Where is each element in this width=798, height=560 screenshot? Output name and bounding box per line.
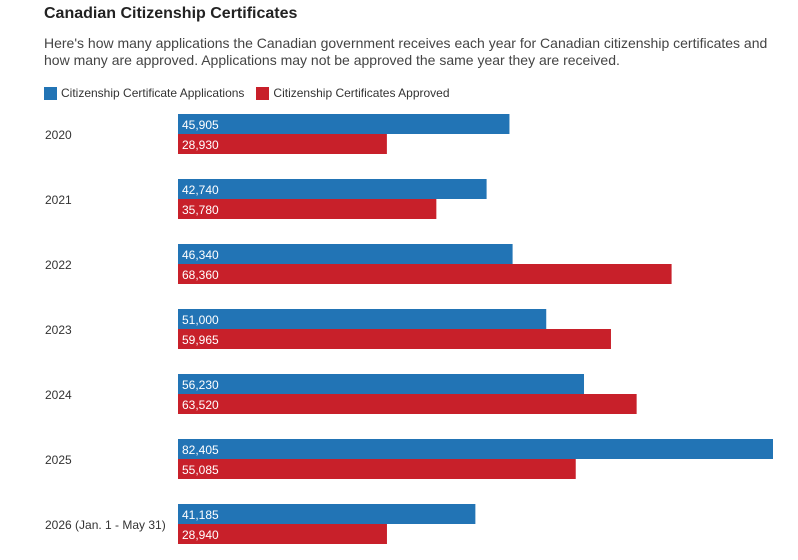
bar-approved bbox=[178, 524, 387, 544]
legend-swatch-approved bbox=[256, 86, 270, 100]
bar-value-label: 56,230 bbox=[182, 378, 219, 392]
bar-value-label: 46,340 bbox=[182, 248, 219, 262]
bar-applications bbox=[178, 244, 513, 264]
legend-swatch-applications bbox=[44, 86, 57, 100]
bar-applications bbox=[178, 439, 773, 459]
bar-approved bbox=[178, 459, 576, 479]
bar-chart: 2020 45,905 28,930 2021 42,740 35,780 2022 46,3… bbox=[45, 114, 773, 544]
legend-item-applications: Citizenship Certificate Applications bbox=[44, 86, 244, 100]
bar-value-label: 59,965 bbox=[182, 333, 219, 347]
bar-value-label: 28,930 bbox=[182, 138, 219, 152]
bar-value-label: 68,360 bbox=[182, 268, 219, 282]
legend-label-applications: Citizenship Certificate Applications bbox=[61, 86, 245, 100]
bar-value-label: 28,940 bbox=[182, 528, 219, 542]
bar-approved bbox=[178, 329, 611, 349]
category-label: 2020 bbox=[45, 128, 72, 142]
legend: Citizenship Certificate Applications Cit… bbox=[44, 86, 462, 100]
chart-title: Canadian Citizenship Certificates bbox=[44, 5, 298, 22]
bar-approved bbox=[178, 134, 387, 154]
category-label: 2023 bbox=[45, 323, 72, 337]
chart-subtitle: Here's how many applications the Canadia… bbox=[44, 35, 768, 68]
bar-approved bbox=[178, 394, 637, 414]
category-label: 2022 bbox=[45, 258, 72, 272]
category-label: 2025 bbox=[45, 453, 72, 467]
bar-approved bbox=[178, 264, 672, 284]
category-label: 2026 (Jan. 1 - May 31) bbox=[45, 518, 166, 532]
bar-value-label: 42,740 bbox=[182, 183, 219, 197]
category-label: 2024 bbox=[45, 388, 72, 402]
bar-applications bbox=[178, 114, 510, 134]
bar-applications bbox=[178, 309, 547, 329]
bar-approved bbox=[178, 199, 437, 219]
bar-value-label: 63,520 bbox=[182, 398, 219, 412]
bar-value-label: 51,000 bbox=[182, 313, 219, 327]
bar-value-label: 35,780 bbox=[182, 203, 219, 217]
bar-applications bbox=[178, 374, 585, 394]
category-label: 2021 bbox=[45, 193, 72, 207]
bar-applications bbox=[178, 504, 476, 524]
legend-label-approved: Citizenship Certificates Approved bbox=[273, 86, 450, 100]
bar-value-label: 55,085 bbox=[182, 463, 219, 477]
bar-applications bbox=[178, 179, 487, 199]
bar-value-label: 82,405 bbox=[182, 443, 219, 457]
legend-item-approved: Citizenship Certificates Approved bbox=[256, 86, 450, 100]
bar-value-label: 45,905 bbox=[182, 118, 219, 132]
bar-value-label: 41,185 bbox=[182, 508, 219, 522]
